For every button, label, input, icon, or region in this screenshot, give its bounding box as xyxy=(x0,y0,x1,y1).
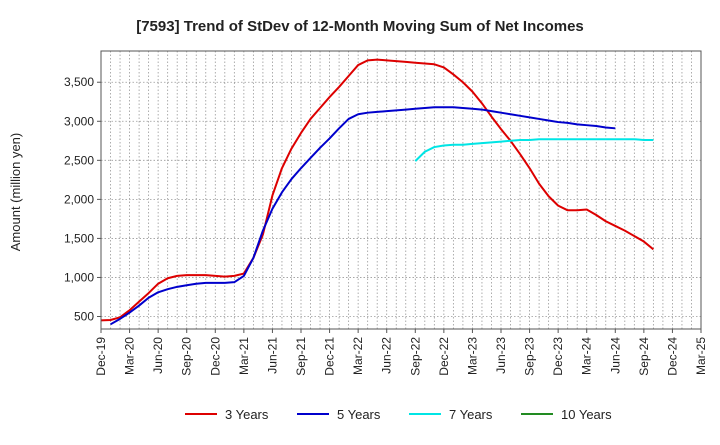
legend-label: 7 Years xyxy=(449,407,493,422)
x-tick-label: Mar-23 xyxy=(465,337,479,375)
legend-label: 5 Years xyxy=(337,407,381,422)
y-tick-label: 3,500 xyxy=(64,75,94,89)
y-tick-label: 2,500 xyxy=(64,153,94,167)
x-tick-label: Dec-24 xyxy=(665,337,679,376)
legend-label: 3 Years xyxy=(225,407,269,422)
x-tick-label: Sep-21 xyxy=(294,337,308,376)
x-tick-label: Sep-20 xyxy=(180,337,194,376)
y-tick-label: 500 xyxy=(74,310,94,324)
grid-lines xyxy=(100,51,702,329)
x-tick-label: Mar-20 xyxy=(123,337,137,375)
y-axis-label: Amount (million yen) xyxy=(8,133,23,252)
y-tick-label: 1,500 xyxy=(64,231,94,245)
x-tick-label: Jun-20 xyxy=(151,337,165,374)
series-lines xyxy=(100,58,655,326)
x-tick-label: Jun-21 xyxy=(265,337,279,374)
x-tick-label: Jun-23 xyxy=(494,337,508,374)
y-tick-label: 1,000 xyxy=(64,270,94,284)
chart-title: [7593] Trend of StDev of 12-Month Moving… xyxy=(136,18,584,35)
x-tick-label: Dec-19 xyxy=(94,337,108,376)
series-line-5-years xyxy=(110,106,616,326)
x-axis-ticks: Dec-19 Mar-20 Jun-20 Sep-20 Dec-20 Mar-21 Jun-… xyxy=(94,329,708,376)
plot-area-border xyxy=(100,50,702,330)
x-tick-label: Dec-23 xyxy=(551,337,565,376)
x-tick-label: Sep-22 xyxy=(408,337,422,376)
legend-label: 10 Years xyxy=(561,407,612,422)
series-line-7-years xyxy=(414,138,654,162)
x-tick-label: Dec-22 xyxy=(437,337,451,376)
x-tick-label: Jun-24 xyxy=(608,337,622,374)
y-tick-label: 2,000 xyxy=(64,192,94,206)
x-tick-label: Mar-22 xyxy=(351,337,365,375)
x-tick-label: Jun-22 xyxy=(380,337,394,374)
x-tick-label: Dec-20 xyxy=(208,337,222,376)
legend: 3 Years 5 Years 7 Years 10 Years xyxy=(185,407,612,422)
x-tick-label: Mar-24 xyxy=(580,337,594,375)
y-axis-ticks: 500 1,000 1,500 2,000 2,500 3,000 3,500 xyxy=(64,75,101,324)
x-tick-label: Sep-23 xyxy=(523,337,537,376)
y-tick-label: 3,000 xyxy=(64,114,94,128)
x-tick-label: Sep-24 xyxy=(637,337,651,376)
x-tick-label: Mar-25 xyxy=(694,337,708,375)
series-line-3-years xyxy=(100,58,655,322)
x-tick-label: Dec-21 xyxy=(323,337,337,376)
x-tick-label: Mar-21 xyxy=(237,337,251,375)
